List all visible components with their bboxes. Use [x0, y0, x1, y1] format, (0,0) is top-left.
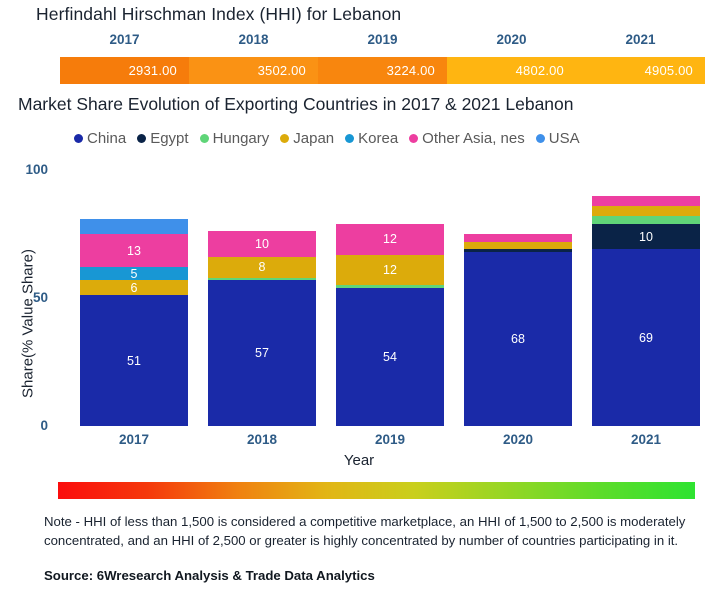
bar-segment[interactable]: 68: [464, 251, 572, 426]
bar-segment[interactable]: [464, 241, 572, 250]
bar-stack: 68: [464, 234, 572, 426]
x-axis-tick-label: 2018: [246, 432, 278, 447]
legend-swatch-icon: [280, 134, 290, 143]
hhi-year-label: 2019: [367, 32, 398, 47]
legend-item[interactable]: USA: [535, 130, 580, 147]
bar-column[interactable]: 12 12 54 2019: [336, 155, 444, 447]
bar-segment[interactable]: 13: [80, 234, 188, 268]
y-axis-tick-label: 100: [25, 162, 48, 177]
bar-group: 13 5 6 51 2017 10 8 57 2018 12 12 54 2019 68 2020 10 69 2…: [70, 155, 710, 447]
bar-segment[interactable]: 69: [592, 249, 700, 426]
legend-label: China: [87, 130, 127, 147]
bar-segment[interactable]: 54: [336, 287, 444, 426]
bar-stack: 10 8 57: [208, 231, 316, 426]
bar-segment[interactable]: [464, 234, 572, 242]
legend-item[interactable]: China: [74, 130, 126, 147]
x-axis-title: Year: [343, 452, 375, 469]
bar-column[interactable]: 10 8 57 2018: [208, 155, 316, 447]
legend-swatch-icon: [199, 134, 209, 143]
bar-segment[interactable]: 6: [80, 280, 188, 296]
bar-segment[interactable]: 10: [208, 231, 316, 258]
legend-item[interactable]: Other Asia, nes: [409, 130, 525, 147]
bar-segment[interactable]: 57: [208, 280, 316, 426]
legend-swatch-icon: [535, 134, 545, 143]
hhi-value-bar: 2931.00 3502.00 3224.00 4802.00 4905.00: [60, 57, 705, 84]
chart-legend: China Egypt Hungary Japan Korea Other Asia, n…: [74, 130, 580, 147]
legend-swatch-icon: [409, 134, 419, 143]
hhi-gradient-scale: [58, 482, 695, 499]
x-axis-tick-label: 2020: [502, 432, 534, 447]
bar-segment[interactable]: 5: [80, 267, 188, 281]
y-axis-title: Share(% Value Share): [19, 249, 37, 398]
legend-label: Other Asia, nes: [422, 130, 525, 147]
hhi-year-label: 2017: [109, 32, 140, 47]
bar-segment[interactable]: [592, 205, 700, 217]
bar-segment[interactable]: [592, 195, 700, 206]
y-axis-tick-label: 0: [40, 418, 48, 433]
bar-stack: 13 5 6 51: [80, 218, 188, 426]
hhi-value-segment: 4802.00: [447, 57, 576, 84]
footnote-text: Note - HHI of less than 1,500 is conside…: [44, 514, 686, 549]
legend-item[interactable]: Korea: [345, 130, 398, 147]
bar-segment[interactable]: 8: [208, 257, 316, 278]
hhi-year-label: 2021: [625, 32, 656, 47]
legend-swatch-icon: [74, 134, 83, 143]
x-axis-tick-label: 2021: [630, 432, 662, 447]
bar-segment[interactable]: 12: [336, 254, 444, 286]
legend-item[interactable]: Egypt: [137, 130, 189, 147]
hhi-year-label: 2020: [496, 32, 527, 47]
legend-label: Hungary: [212, 130, 270, 147]
legend-label: USA: [548, 130, 580, 147]
hhi-year-row: 2017 2018 2019 2020 2021: [60, 32, 705, 52]
plot-area: Share(% Value Share) 0 50 100 13 5 6 51 2017 10…: [0, 155, 718, 475]
x-axis-tick-label: 2019: [374, 432, 406, 447]
bar-column[interactable]: 68 2020: [464, 155, 572, 447]
source-text: Source: 6Wresearch Analysis & Trade Data…: [44, 568, 375, 583]
bar-column[interactable]: 10 69 2021: [592, 155, 700, 447]
chart-title: Market Share Evolution of Exporting Coun…: [18, 94, 574, 114]
x-axis-tick-label: 2017: [118, 432, 150, 447]
legend-label: Egypt: [150, 130, 189, 147]
bar-segment[interactable]: 10: [592, 223, 700, 250]
bar-segment[interactable]: [336, 285, 444, 288]
bar-segment[interactable]: 51: [80, 295, 188, 426]
bar-stack: 10 69: [592, 195, 700, 426]
hhi-title: Herfindahl Hirschman Index (HHI) for Leb…: [36, 4, 402, 24]
legend-item[interactable]: Hungary: [199, 130, 270, 147]
bar-segment[interactable]: [464, 249, 572, 252]
hhi-value-segment: 3224.00: [318, 57, 447, 84]
hhi-year-label: 2018: [238, 32, 269, 47]
legend-label: Japan: [293, 130, 335, 147]
bar-column[interactable]: 13 5 6 51 2017: [80, 155, 188, 447]
bar-segment[interactable]: 12: [336, 223, 444, 255]
legend-swatch-icon: [137, 134, 147, 143]
legend-label: Korea: [358, 130, 399, 147]
bar-segment[interactable]: [80, 218, 188, 235]
bar-segment[interactable]: [592, 216, 700, 224]
hhi-value-segment: 2931.00: [60, 57, 189, 84]
hhi-value-segment: 4905.00: [576, 57, 705, 84]
legend-swatch-icon: [345, 134, 355, 143]
legend-item[interactable]: Japan: [280, 130, 334, 147]
hhi-value-segment: 3502.00: [189, 57, 318, 84]
bar-segment[interactable]: [208, 277, 316, 281]
y-axis-tick-label: 50: [32, 290, 48, 305]
bar-stack: 12 12 54: [336, 223, 444, 426]
